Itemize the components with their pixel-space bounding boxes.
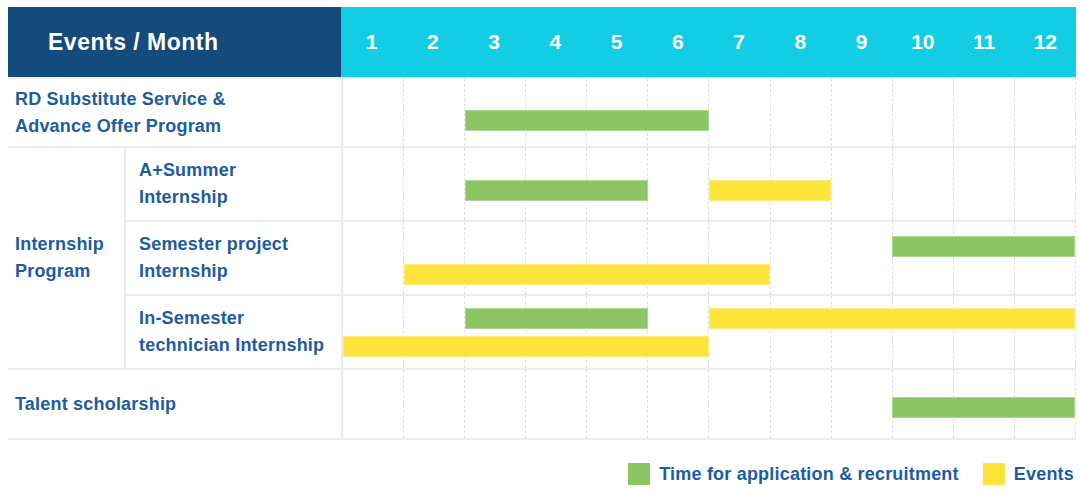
row-label-talent-scholarship: Talent scholarship <box>8 368 341 440</box>
legend-item-events: Events <box>983 463 1074 485</box>
month-header-cell: 4 <box>525 7 586 77</box>
month-gridline <box>1014 148 1075 220</box>
row-label-rd-substitute-service: RD Substitute Service & Advance Offer Pr… <box>8 77 341 146</box>
chart-row-talent-scholarship <box>341 368 1076 440</box>
row-label-a-plus-summer-internship: A+Summer Internship <box>124 146 341 220</box>
month-header-cell: 5 <box>586 7 647 77</box>
month-gridline <box>831 148 892 220</box>
gantt-bar-event <box>709 308 1075 329</box>
gantt-bar-event <box>343 336 709 357</box>
month-gridline <box>343 222 403 294</box>
month-header-cell: 2 <box>402 7 463 77</box>
legend: Time for application & recruitment Event… <box>628 461 1074 487</box>
legend-label-application: Time for application & recruitment <box>659 464 959 485</box>
gantt-infographic: Events / Month 123456789101112 RD Substi… <box>0 0 1080 494</box>
month-gridline <box>343 148 403 220</box>
month-gridline <box>403 296 464 368</box>
month-gridline <box>343 296 403 368</box>
month-gridline <box>953 79 1014 146</box>
month-header-cell: 1 <box>341 7 402 77</box>
month-header-cell: 10 <box>892 7 953 77</box>
legend-label-events: Events <box>1014 464 1074 485</box>
month-gridline <box>1014 296 1075 368</box>
gantt-bar-event <box>709 180 831 201</box>
month-gridline <box>770 79 831 146</box>
gantt-table: Events / Month 123456789101112 RD Substi… <box>8 7 1076 440</box>
month-gridline <box>892 296 953 368</box>
chart-row-semester-project-internship <box>341 220 1076 294</box>
month-gridline <box>525 370 586 438</box>
chart-row-a-plus-summer-internship <box>341 146 1076 220</box>
month-header-row: 123456789101112 <box>341 7 1076 77</box>
month-gridline <box>892 148 953 220</box>
legend-swatch-events <box>983 463 1005 485</box>
gantt-bar-application <box>892 397 1075 418</box>
header-events-month: Events / Month <box>8 7 341 77</box>
row-label-in-semester-technician-internship: In-Semester technician Internship <box>124 294 341 368</box>
month-gridline <box>953 296 1014 368</box>
month-header-cell: 11 <box>954 7 1015 77</box>
month-gridline <box>892 79 953 146</box>
gantt-bar-application <box>465 308 648 329</box>
gantt-bar-event <box>404 264 770 285</box>
month-gridline <box>343 370 403 438</box>
month-header-cell: 12 <box>1015 7 1076 77</box>
month-header-cell: 9 <box>831 7 892 77</box>
legend-item-application: Time for application & recruitment <box>628 463 959 485</box>
month-gridline <box>708 79 769 146</box>
gantt-bar-application <box>465 110 709 131</box>
month-gridline <box>586 296 647 368</box>
month-gridline <box>831 79 892 146</box>
month-gridline <box>343 79 403 146</box>
month-gridline <box>464 296 525 368</box>
month-gridline <box>403 370 464 438</box>
month-gridline <box>831 296 892 368</box>
month-gridline <box>770 296 831 368</box>
month-gridline <box>708 296 769 368</box>
month-gridline <box>647 370 708 438</box>
month-header-cell: 3 <box>464 7 525 77</box>
month-gridline <box>831 222 892 294</box>
legend-swatch-application <box>628 463 650 485</box>
gantt-bar-application <box>892 236 1075 257</box>
row-label-semester-project-internship: Semester project Internship <box>124 220 341 294</box>
month-gridline <box>403 79 464 146</box>
gantt-bar-application <box>465 180 648 201</box>
month-gridline <box>1014 79 1075 146</box>
month-gridlines <box>343 296 1075 368</box>
month-gridline <box>953 148 1014 220</box>
month-gridline <box>892 222 953 294</box>
month-gridline <box>770 222 831 294</box>
chart-row-rd-substitute-service <box>341 77 1076 146</box>
month-gridline <box>586 370 647 438</box>
month-header-cell: 8 <box>770 7 831 77</box>
month-gridline <box>770 370 831 438</box>
month-gridline <box>647 148 708 220</box>
month-gridline <box>647 296 708 368</box>
month-gridline <box>464 370 525 438</box>
month-gridline <box>708 370 769 438</box>
chart-row-in-semester-technician-internship <box>341 294 1076 368</box>
month-gridline <box>1014 222 1075 294</box>
month-gridlines <box>343 79 1075 146</box>
month-header-cell: 6 <box>647 7 708 77</box>
month-header-cell: 7 <box>709 7 770 77</box>
group-label-internship-program: Internship Program <box>8 146 124 368</box>
month-gridline <box>953 222 1014 294</box>
month-gridline <box>525 296 586 368</box>
month-gridline <box>831 370 892 438</box>
month-gridline <box>403 148 464 220</box>
